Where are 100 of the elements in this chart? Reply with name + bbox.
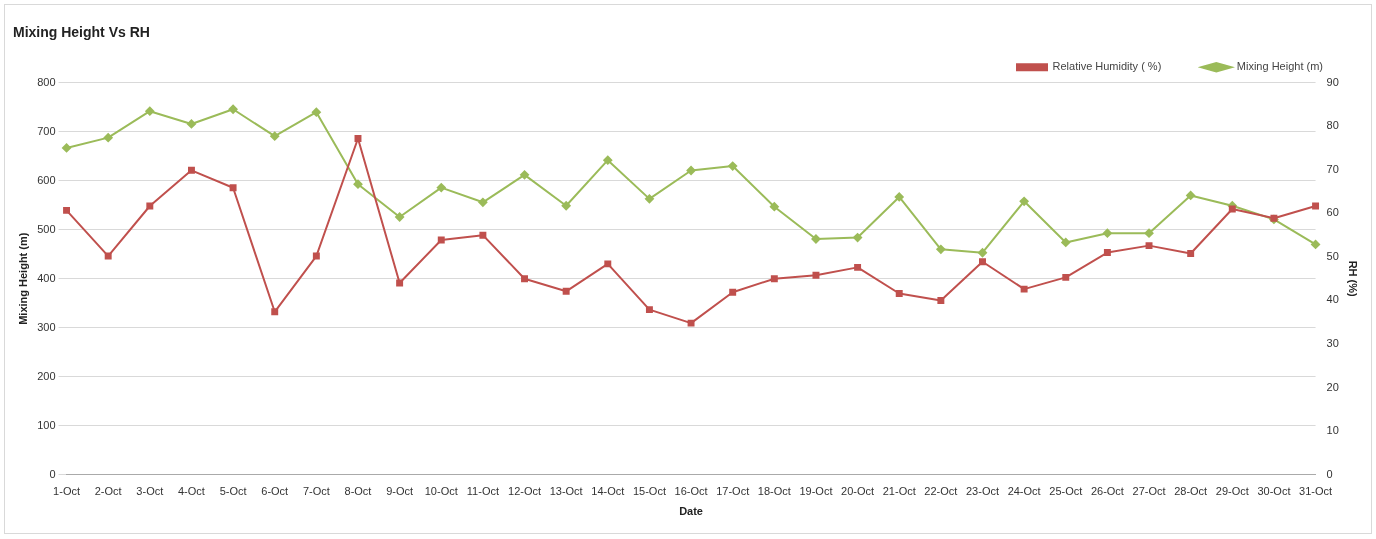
x-tick-label: 3-Oct: [136, 485, 164, 498]
x-tick-label: 28-Oct: [1174, 485, 1208, 498]
x-tick-label: 11-Oct: [466, 485, 499, 498]
y-tick-label: 500: [37, 222, 56, 235]
point: [228, 104, 238, 114]
point: [62, 143, 72, 153]
legend-label: Relative Humidity ( %): [1052, 60, 1162, 73]
x-tick-label: 15-Oct: [632, 485, 666, 498]
y2-tick-label: 10: [1326, 424, 1339, 437]
point: [1144, 228, 1154, 238]
point: [812, 271, 820, 279]
x-tick-label: 7-Oct: [302, 485, 330, 498]
y-tick-label: 300: [37, 320, 56, 333]
point: [979, 258, 986, 266]
x-tick-label: 20-Oct: [841, 485, 875, 498]
point: [1187, 249, 1195, 257]
point: [937, 296, 945, 304]
point: [311, 107, 321, 117]
point: [353, 179, 363, 189]
x-axis-title: Date: [679, 505, 703, 518]
y-axis-title: Mixing Height (m): [16, 232, 29, 325]
point: [271, 308, 279, 316]
x-tick-label: 9-Oct: [386, 485, 414, 498]
point: [103, 133, 113, 143]
point: [270, 131, 280, 141]
x-tick-label: 2-Oct: [94, 485, 122, 498]
x-tick-label: 4-Oct: [178, 485, 205, 498]
y2-tick-label: 30: [1326, 337, 1339, 350]
point: [146, 202, 154, 210]
y-tick-label: 400: [37, 271, 56, 284]
point: [1061, 237, 1071, 247]
point: [521, 275, 528, 283]
y-tick-label: 200: [37, 369, 56, 382]
x-tick-label: 29-Oct: [1215, 485, 1249, 498]
point: [895, 290, 903, 297]
x-tick-label: 23-Oct: [965, 485, 999, 498]
point: [1103, 249, 1111, 257]
y2-tick-label: 20: [1326, 380, 1339, 393]
point: [853, 233, 863, 243]
point: [728, 161, 738, 171]
point: [104, 252, 112, 260]
point: [645, 306, 653, 314]
x-tick-label: 1-Oct: [53, 485, 81, 498]
x-tick-label: 16-Oct: [674, 485, 708, 498]
point: [770, 275, 778, 283]
y-tick-label: 0: [49, 467, 56, 480]
x-tick-label: 12-Oct: [508, 485, 542, 498]
x-tick-label: 13-Oct: [549, 485, 583, 498]
x-tick-label: 27-Oct: [1132, 485, 1166, 498]
point: [1311, 239, 1321, 249]
point: [978, 248, 987, 258]
point: [1312, 202, 1320, 210]
x-tick-label: 18-Oct: [757, 485, 791, 498]
y-tick-label: 700: [37, 124, 56, 137]
y-tick-label: 800: [37, 75, 56, 88]
x-tick-label: 10-Oct: [424, 485, 458, 498]
y2-tick-label: 60: [1326, 206, 1339, 219]
x-tick-label: 14-Oct: [591, 485, 625, 498]
y-tick-label: 600: [37, 173, 56, 186]
point: [1102, 228, 1112, 238]
point: [436, 183, 446, 193]
y2-tick-label: 70: [1326, 162, 1339, 175]
chart-title: Mixing Height Vs RH: [13, 24, 150, 41]
point: [1020, 285, 1028, 293]
x-tick-label: 17-Oct: [716, 485, 750, 498]
point: [686, 165, 696, 175]
x-tick-label: 6-Oct: [261, 485, 289, 498]
point: [145, 106, 155, 116]
point: [936, 244, 946, 254]
x-tick-label: 25-Oct: [1049, 485, 1083, 498]
point: [769, 202, 779, 212]
point: [229, 184, 237, 192]
x-tick-label: 30-Oct: [1257, 485, 1291, 498]
y2-tick-label: 90: [1326, 75, 1339, 88]
point: [1186, 190, 1196, 200]
point: [396, 279, 404, 287]
x-tick-label: 31-Oct: [1299, 485, 1333, 498]
point: [520, 170, 530, 180]
point: [312, 252, 320, 260]
x-tick-label: 21-Oct: [882, 485, 916, 498]
x-tick-label: 8-Oct: [344, 485, 372, 498]
point: [395, 212, 405, 222]
y2-tick-label: 80: [1326, 119, 1339, 132]
y2-tick-label: 40: [1326, 293, 1339, 306]
point: [1062, 273, 1070, 281]
point: [894, 192, 904, 202]
y2-tick-label: 50: [1326, 249, 1339, 262]
point: [561, 201, 571, 211]
x-tick-label: 22-Oct: [924, 485, 958, 498]
point: [687, 319, 695, 327]
point: [644, 194, 654, 204]
point: [1019, 196, 1029, 206]
point: [479, 231, 487, 239]
point: [1228, 205, 1236, 213]
x-tick-label: 5-Oct: [219, 485, 247, 498]
point: [854, 263, 862, 271]
legend-label: Mixing Height (m): [1236, 60, 1323, 73]
y2-tick-label: 0: [1326, 467, 1333, 480]
x-tick-label: 19-Oct: [799, 485, 833, 498]
x-tick-label: 24-Oct: [1007, 485, 1041, 498]
